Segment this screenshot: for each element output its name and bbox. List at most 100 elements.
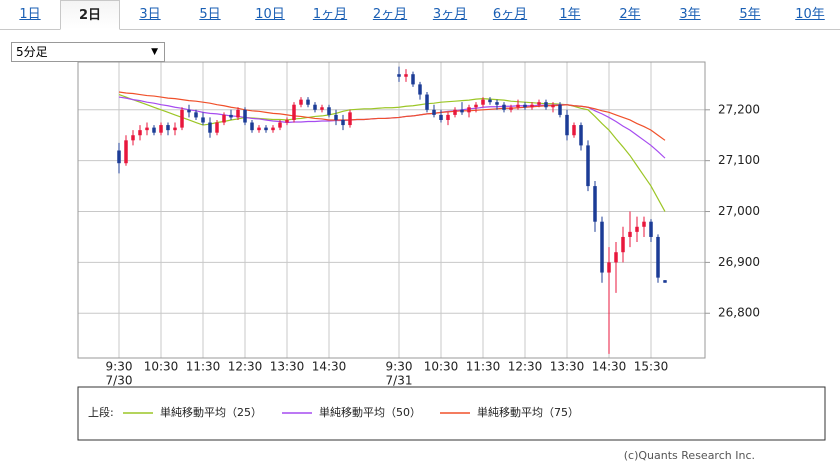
candle-body	[229, 114, 233, 118]
period-tab[interactable]: 1日	[19, 7, 41, 22]
candle-body	[565, 114, 569, 136]
legend-label: 単純移動平均（25）	[160, 405, 262, 419]
period-tabs: 1日 2日 3日 5日 10日 1ヶ月 2ヶ月 3ヶ月 6ヶ月 1年 2年 3年 5年 10年	[0, 0, 840, 30]
x-tick-label: 12:30	[228, 360, 263, 374]
x-tick-label: 11:30	[466, 360, 501, 374]
candle-body	[509, 107, 513, 110]
period-tab[interactable]: 2ヶ月	[372, 7, 408, 22]
candle-body	[551, 104, 555, 108]
candle-body	[194, 112, 198, 118]
candle-body	[299, 99, 303, 105]
candle-body	[418, 84, 422, 95]
period-tab[interactable]: 3ヶ月	[432, 7, 468, 22]
legend-label: 単純移動平均（50）	[319, 405, 421, 419]
candle-body	[488, 99, 492, 103]
credit: (c)Quants Research Inc.	[624, 449, 755, 462]
candle-body	[495, 102, 499, 105]
x-tick-label: 14:30	[592, 360, 627, 374]
candle-body	[180, 109, 184, 128]
candle-body	[208, 122, 212, 133]
period-tab[interactable]: 3日	[139, 7, 161, 22]
candle-body	[439, 114, 443, 120]
candle-body	[663, 280, 667, 283]
x-date-label: 7/30	[106, 374, 133, 388]
candle-body	[614, 252, 618, 263]
candle-body	[243, 109, 247, 123]
candle-body	[117, 150, 121, 164]
candle-body	[285, 119, 289, 123]
legend-label: 単純移動平均（75）	[477, 405, 579, 419]
candle-body	[264, 127, 268, 131]
y-tick-label: 27,000	[718, 204, 760, 218]
candle-body	[425, 94, 429, 110]
x-tick-label: 13:30	[270, 360, 305, 374]
candle-body	[432, 109, 436, 115]
candle-body	[124, 140, 128, 164]
candle-body	[138, 130, 142, 136]
candle-body	[579, 125, 583, 146]
period-tab[interactable]: 10年	[795, 7, 825, 22]
candle-body	[628, 231, 632, 237]
candle-body	[572, 125, 576, 136]
period-tab[interactable]: 6ヶ月	[492, 7, 528, 22]
x-tick-label: 11:30	[186, 360, 221, 374]
candle-body	[397, 74, 401, 77]
candle-body	[327, 107, 331, 115]
candle-body	[460, 109, 464, 113]
candle-body	[257, 127, 261, 131]
candle-body	[271, 127, 275, 131]
candle-body	[411, 74, 415, 85]
candle-body	[481, 99, 485, 105]
candle-body	[201, 117, 205, 123]
candle-body	[516, 104, 520, 108]
period-tab[interactable]: 10日	[255, 7, 285, 22]
plot-area	[77, 61, 706, 359]
candle-body	[537, 102, 541, 105]
candle-body	[544, 102, 548, 108]
x-date-label: 7/31	[386, 374, 413, 388]
candle-body	[250, 122, 254, 131]
legend-title: 上段:	[88, 405, 114, 419]
period-tab[interactable]: 5日	[199, 7, 221, 22]
candle-body	[502, 104, 506, 110]
candle-body	[334, 114, 338, 120]
candle-body	[173, 127, 177, 131]
candle-body	[404, 74, 408, 77]
candle-body	[558, 104, 562, 115]
candle-body	[187, 109, 191, 113]
candle-body	[586, 145, 590, 187]
candle-body	[649, 221, 653, 237]
candle-body	[313, 104, 317, 110]
period-tab[interactable]: 2年	[619, 7, 641, 22]
candle-body	[656, 236, 660, 278]
candle-body	[278, 122, 282, 128]
period-tab[interactable]: 3年	[679, 7, 701, 22]
candle-body	[152, 127, 156, 133]
candle-body	[341, 119, 345, 126]
candle-body	[292, 104, 296, 120]
candle-body	[131, 135, 135, 141]
x-tick-label: 12:30	[508, 360, 543, 374]
period-tab[interactable]: 1年	[559, 7, 581, 22]
period-tab[interactable]: 5年	[739, 7, 761, 22]
candle-body	[453, 109, 457, 115]
candle-body	[236, 109, 240, 118]
y-tick-label: 27,200	[718, 102, 760, 116]
candle-body	[607, 262, 611, 273]
y-tick-label: 27,100	[718, 153, 760, 167]
candle-body	[621, 236, 625, 253]
candle-body	[635, 226, 639, 232]
dropdown-arrow: ▼	[151, 47, 158, 57]
period-tab[interactable]: 1ヶ月	[312, 7, 348, 22]
x-tick-label: 10:30	[144, 360, 179, 374]
y-tick-label: 26,900	[718, 255, 760, 269]
candle-body	[306, 99, 310, 105]
candle-body	[320, 107, 324, 110]
candle-body	[446, 114, 450, 120]
period-tab[interactable]: 2日	[60, 0, 120, 30]
candle-body	[642, 221, 646, 227]
x-tick-label: 13:30	[550, 360, 585, 374]
candle-body	[600, 221, 604, 273]
x-tick-label: 9:30	[386, 360, 413, 374]
